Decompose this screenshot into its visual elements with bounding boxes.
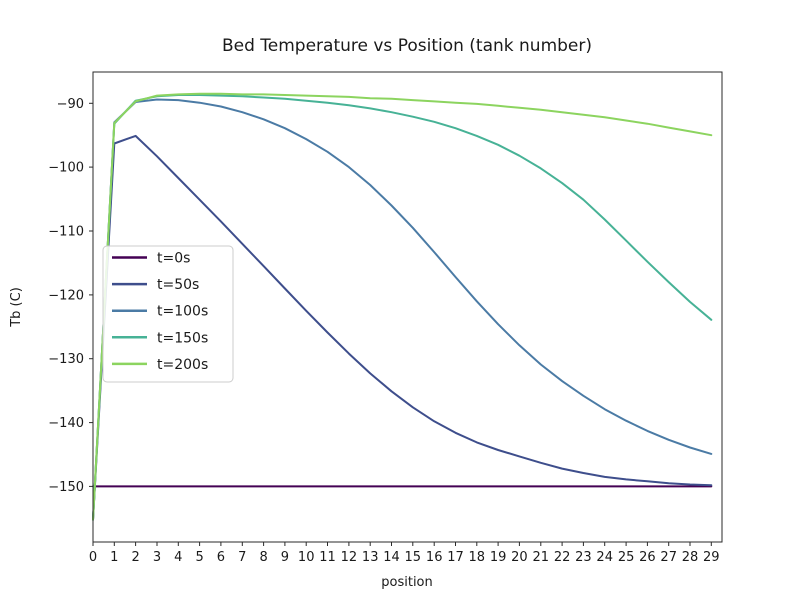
x-tick-label: 12 [341, 550, 358, 565]
x-tick-label: 25 [618, 550, 635, 565]
y-tick-label: −100 [48, 161, 84, 176]
y-tick-label: −130 [48, 352, 84, 367]
x-tick-label: 10 [298, 550, 315, 565]
x-tick-label: 27 [660, 550, 677, 565]
y-axis-label: Tb (C) [9, 287, 24, 328]
legend-label: t=150s [157, 330, 208, 346]
x-tick-label: 22 [554, 550, 571, 565]
y-tick-label: −150 [48, 480, 84, 495]
x-tick-label: 19 [490, 550, 507, 565]
x-tick-label: 1 [110, 550, 118, 565]
x-tick-label: 7 [238, 550, 246, 565]
legend-label: t=100s [157, 304, 208, 320]
x-tick-label: 15 [405, 550, 422, 565]
x-tick-label: 17 [447, 550, 464, 565]
series-line-t50s [92, 134, 713, 521]
x-tick-label: 23 [575, 550, 592, 565]
legend-label: t=50s [157, 277, 199, 293]
x-tick-label: 26 [639, 550, 656, 565]
y-tick-label: −120 [48, 288, 84, 303]
chart-title: Bed Temperature vs Position (tank number… [222, 36, 592, 56]
x-tick-label: 21 [533, 550, 550, 565]
x-tick-label: 6 [217, 550, 225, 565]
y-tick-label: −110 [48, 225, 84, 240]
x-tick-label: 16 [426, 550, 443, 565]
legend-label: t=0s [157, 251, 190, 267]
legend-label: t=200s [157, 357, 208, 373]
x-tick-label: 8 [259, 550, 267, 565]
x-tick-label: 11 [319, 550, 336, 565]
x-tick-label: 5 [195, 550, 203, 565]
series-line-t100s [92, 98, 713, 521]
x-axis-label: position [381, 575, 433, 590]
x-tick-label: 0 [89, 550, 97, 565]
x-tick-label: 13 [362, 550, 379, 565]
x-tick-label: 24 [596, 550, 613, 565]
y-tick-label: −140 [48, 416, 84, 431]
x-tick-label: 28 [682, 550, 699, 565]
x-tick-label: 2 [131, 550, 139, 565]
legend: t=0s t=50s t=100s t=150s t=200s [102, 245, 234, 383]
x-tick-label: 9 [281, 550, 289, 565]
y-tick-label: −90 [57, 97, 84, 112]
series-line-t200s [92, 92, 713, 521]
x-tick-label: 3 [153, 550, 161, 565]
legend-box [102, 245, 234, 383]
x-tick-label: 4 [174, 550, 182, 565]
x-tick-label: 29 [703, 550, 720, 565]
x-tick-label: 18 [469, 550, 486, 565]
x-tick-label: 14 [383, 550, 400, 565]
series-line-t150s [92, 94, 713, 521]
plot-spines [92, 71, 723, 543]
plot-area: 0 1 2 3 4 5 6 7 8 9 10 11 12 13 14 15 16 17 18 19 20 21 22 23 24… [48, 71, 723, 565]
x-tick-label: 20 [511, 550, 528, 565]
